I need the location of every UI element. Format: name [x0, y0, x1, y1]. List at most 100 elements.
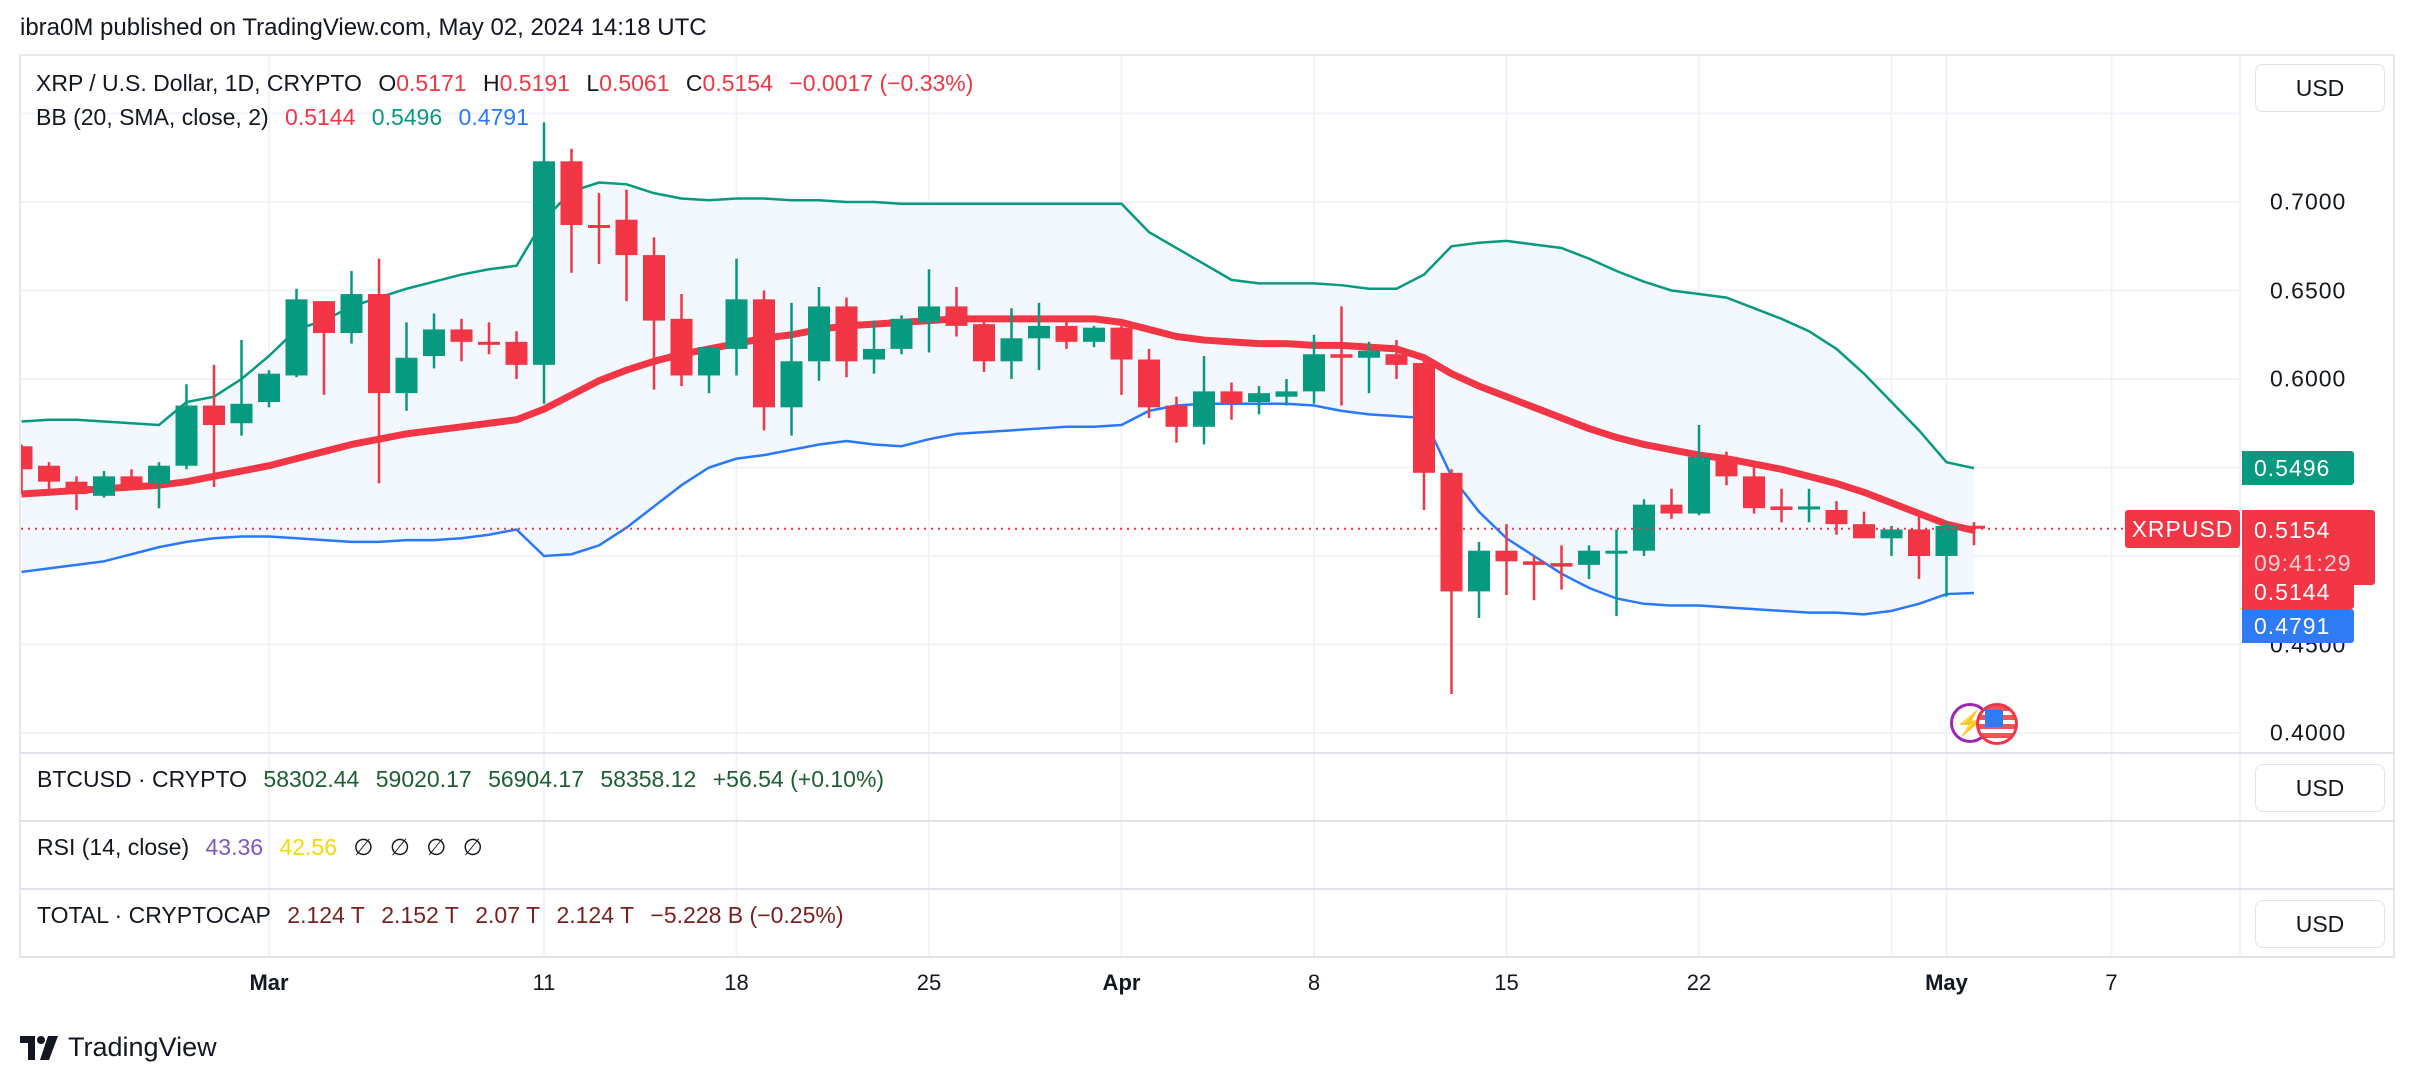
- time-tick: 15: [1494, 970, 1519, 995]
- candle-down: [1770, 506, 1793, 510]
- candle-down: [1055, 325, 1078, 342]
- candle-down: [21, 446, 33, 470]
- time-tick: 25: [916, 970, 942, 995]
- candle-down: [1330, 354, 1353, 358]
- time-tick: 11: [532, 970, 556, 995]
- btc-change: +56.54 (+0.10%): [712, 766, 885, 792]
- currency-button-total[interactable]: USD: [2255, 900, 2385, 948]
- total-low: 2.07 T: [475, 902, 541, 928]
- candle-up: [1028, 325, 1050, 339]
- candle-up: [175, 405, 198, 466]
- candle-down: [1385, 354, 1408, 365]
- last-price-tag: 0.5154 09:41:29: [2242, 510, 2375, 585]
- candle-down: [643, 255, 665, 321]
- candle-down: [1413, 363, 1435, 473]
- bb-band-fill: [21, 182, 1974, 615]
- candle-up: [918, 306, 940, 323]
- rsi-title[interactable]: RSI (14, close): [37, 834, 190, 860]
- candle-down: [1825, 509, 1848, 525]
- total-pane[interactable]: TOTAL · CRYPTOCAP 2.124 T 2.152 T 2.07 T…: [19, 888, 2395, 958]
- btc-close: 58358.12: [600, 766, 697, 792]
- candle-down: [65, 481, 88, 495]
- bb-upper-value: 0.5496: [371, 104, 443, 130]
- candle-up: [148, 465, 170, 484]
- candle-down: [973, 324, 995, 362]
- bb-legend: BB (20, SMA, close, 2) 0.5144 0.5496 0.4…: [36, 104, 539, 131]
- bb-basis-tag: 0.5144: [2242, 575, 2354, 609]
- candle-down: [1550, 563, 1573, 567]
- last-price: 0.5154: [2254, 517, 2331, 543]
- candle-down: [1963, 525, 1985, 529]
- candle-up: [1688, 456, 1710, 514]
- candle-up: [1193, 391, 1215, 427]
- candle-down: [1853, 524, 1875, 539]
- candle-up: [285, 299, 308, 376]
- high-value: 0.5191: [499, 70, 570, 96]
- candle-up: [1000, 338, 1023, 362]
- time-tick: 8: [1307, 970, 1321, 995]
- total-close: 2.124 T: [556, 902, 635, 928]
- total-high: 2.152 T: [381, 902, 459, 928]
- candle-up: [1633, 504, 1655, 551]
- btc-high: 59020.17: [375, 766, 472, 792]
- time-tick: 7: [2105, 970, 2118, 995]
- open-label: O: [378, 70, 397, 96]
- candle-up: [1935, 525, 1958, 556]
- time-axis-border: [19, 956, 2395, 958]
- btc-title[interactable]: BTCUSD · CRYPTO: [37, 766, 248, 792]
- price-tick: 0.6000: [2270, 365, 2347, 392]
- candle-up: [808, 306, 830, 362]
- candle-up: [698, 347, 720, 376]
- rsi-value: 43.36: [205, 834, 264, 860]
- candle-down: [313, 301, 335, 333]
- candle-down: [1523, 561, 1545, 565]
- candle-up: [1605, 550, 1628, 554]
- close-value: 0.5154: [702, 70, 773, 96]
- candle-down: [1908, 529, 1930, 556]
- candle-up: [1083, 327, 1105, 342]
- candle-down: [753, 299, 775, 408]
- candle-up: [395, 357, 418, 394]
- candle-down: [1440, 472, 1463, 592]
- open-value: 0.5171: [396, 70, 467, 96]
- candle-down: [1110, 327, 1133, 360]
- candle-up: [533, 161, 555, 365]
- rsi-pane[interactable]: RSI (14, close) 43.36 42.56 ∅ ∅ ∅ ∅: [19, 820, 2395, 888]
- candle-down: [120, 476, 143, 486]
- currency-button-main[interactable]: USD: [2255, 64, 2385, 112]
- candle-down: [450, 329, 473, 342]
- candle-up: [1468, 550, 1490, 592]
- candle-down: [1495, 550, 1518, 562]
- total-title[interactable]: TOTAL · CRYPTOCAP: [37, 902, 271, 928]
- candle-down: [1743, 476, 1765, 509]
- candle-up: [230, 403, 253, 424]
- symbol-title[interactable]: XRP / U.S. Dollar, 1D, CRYPTO: [36, 70, 362, 96]
- price-tick: 0.4000: [2270, 719, 2347, 746]
- candle-down: [588, 225, 610, 229]
- close-label: C: [685, 70, 703, 96]
- time-tick: 22: [1686, 970, 1712, 995]
- btc-pane[interactable]: BTCUSD · CRYPTO 58302.44 59020.17 56904.…: [19, 752, 2395, 820]
- rsi-null-value: ∅: [353, 834, 374, 860]
- price-tick: 0.7000: [2270, 188, 2347, 215]
- candle-up: [1275, 391, 1298, 397]
- candle-up: [1578, 550, 1600, 565]
- brand-name: TradingView: [68, 1032, 217, 1062]
- price-tick: 0.6500: [2270, 277, 2347, 303]
- high-label: H: [482, 70, 500, 96]
- currency-button-btc[interactable]: USD: [2255, 764, 2385, 812]
- btc-low: 56904.17: [488, 766, 584, 792]
- candle-up: [93, 476, 115, 496]
- candle-up: [340, 294, 363, 333]
- btc-legend: BTCUSD · CRYPTO 58302.44 59020.17 56904.…: [37, 766, 894, 793]
- time-tick: Mar: [249, 970, 289, 995]
- change-value: −0.0017 (−0.33%): [789, 70, 974, 96]
- tradingview-brand[interactable]: TradingView: [20, 1032, 217, 1063]
- candle-up: [1880, 529, 1903, 539]
- candle-down: [505, 341, 528, 365]
- us-flag-event-icon[interactable]: [1976, 703, 2018, 745]
- bb-title[interactable]: BB (20, SMA, close, 2): [36, 104, 269, 130]
- tradingview-logo-icon: [20, 1035, 58, 1060]
- candle-down: [1138, 359, 1160, 408]
